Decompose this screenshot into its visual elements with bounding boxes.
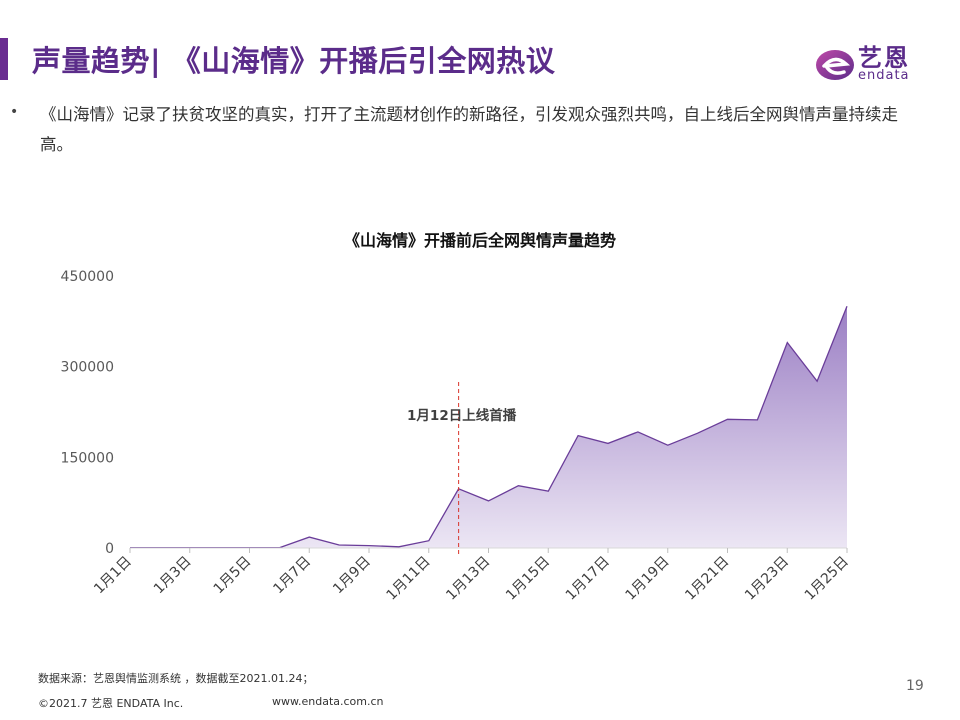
- y-tick-label: 0: [105, 541, 114, 557]
- logo-en-text: endata: [858, 68, 910, 83]
- logo-cn-text: 艺恩: [858, 44, 910, 72]
- x-tick-label: 1月3日: [151, 554, 195, 598]
- y-tick-label: 150000: [61, 450, 114, 466]
- x-tick-label: 1月11日: [384, 554, 434, 604]
- data-source-note: 数据来源：艺恩舆情监测系统 ，数据截至2021.01.24；: [38, 672, 314, 685]
- area-fill: [130, 306, 847, 548]
- endata-logo: 艺恩 endata: [814, 36, 926, 86]
- copyright-text: ©2021.7 艺恩 ENDATA Inc.: [38, 697, 184, 710]
- x-tick-label: 1月17日: [563, 554, 613, 604]
- x-tick-label: 1月1日: [91, 554, 135, 598]
- page-title: 声量趋势| 《山海情》开播后引全网热议: [32, 44, 556, 78]
- website-url: www.endata.com.cn: [272, 695, 384, 708]
- chart-title: 《山海情》开播前后全网舆情声量趋势: [343, 231, 616, 250]
- x-tick-label: 1月13日: [443, 554, 493, 604]
- x-tick-label: 1月7日: [270, 554, 314, 598]
- title-accent-bar: [0, 38, 8, 80]
- x-tick-label: 1月9日: [330, 554, 374, 598]
- endata-logo-icon: [816, 50, 854, 80]
- x-tick-label: 1月23日: [742, 554, 792, 604]
- x-tick-label: 1月25日: [802, 554, 852, 604]
- x-tick-label: 1月15日: [503, 554, 553, 604]
- y-tick-label: 300000: [61, 360, 114, 376]
- bullet-marker: •: [10, 104, 19, 120]
- launch-annotation-label: 1月12日上线首播: [407, 407, 517, 424]
- x-tick-label: 1月5日: [211, 554, 255, 598]
- y-tick-label: 450000: [61, 269, 114, 285]
- x-tick-label: 1月21日: [682, 554, 732, 604]
- x-tick-label: 1月19日: [623, 554, 673, 604]
- summary-text: 《山海情》记录了扶贫攻坚的真实，打开了主流题材创作的新路径，引发观众强烈共鸣，自…: [40, 105, 898, 154]
- page-number: 19: [906, 678, 924, 694]
